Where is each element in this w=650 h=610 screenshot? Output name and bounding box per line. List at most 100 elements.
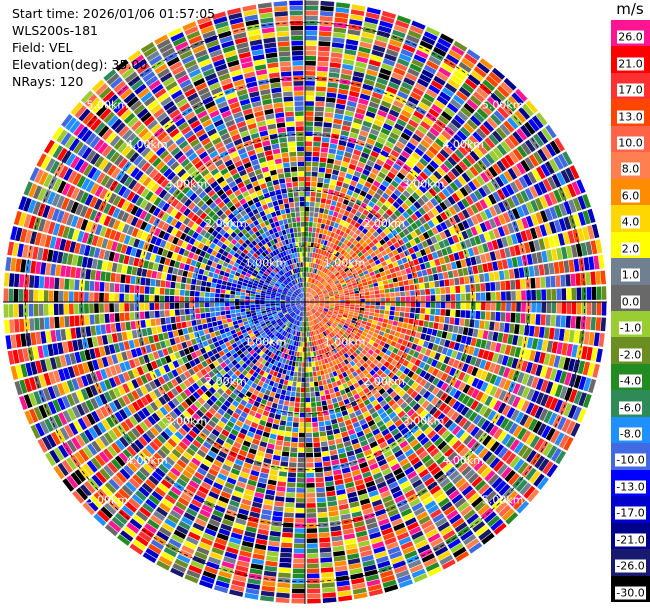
range-gate [302, 322, 304, 327]
range-gate [509, 439, 520, 452]
range-gate [565, 167, 575, 182]
range-gate [317, 310, 322, 314]
range-gate [309, 316, 312, 321]
range-gate [299, 316, 302, 321]
range-gate [354, 222, 361, 229]
range-gate [360, 343, 366, 349]
range-gate [386, 240, 393, 247]
range-gate [488, 362, 496, 373]
range-gate [550, 314, 556, 327]
range-gate [417, 242, 424, 250]
range-gate [391, 325, 397, 331]
range-gate [546, 340, 554, 353]
range-gate [435, 42, 449, 53]
range-gate [300, 387, 305, 393]
range-gate [319, 208, 325, 214]
range-gate [323, 310, 328, 313]
range-gate [453, 70, 466, 81]
range-gate [311, 176, 318, 182]
range-gate [551, 248, 558, 261]
range-gate [269, 469, 279, 476]
range-gate [57, 397, 66, 411]
range-gate [223, 365, 231, 373]
range-gate [199, 445, 210, 454]
range-gate [429, 260, 436, 268]
range-gate [305, 352, 308, 357]
range-gate [545, 381, 554, 394]
range-gate [229, 499, 240, 508]
range-gate [516, 290, 521, 301]
range-gate [504, 420, 514, 432]
range-gate [368, 59, 381, 67]
range-gate [305, 302, 309, 305]
range-gate [229, 339, 236, 345]
range-gate [319, 303, 325, 305]
range-gate [337, 266, 342, 272]
range-gate [320, 203, 326, 209]
range-gate [321, 272, 326, 278]
range-gate [112, 475, 124, 487]
range-gate [379, 257, 385, 263]
range-gate [211, 416, 220, 424]
range-gate [281, 330, 286, 336]
range-gate [514, 244, 521, 256]
range-gate [364, 181, 372, 189]
range-gate [256, 450, 265, 458]
range-gate [145, 444, 156, 455]
range-gate [59, 427, 70, 441]
range-gate [380, 100, 392, 109]
range-gate [316, 323, 320, 329]
range-gate [294, 309, 299, 313]
range-gate [312, 273, 316, 279]
range-gate [47, 401, 57, 415]
range-gate [356, 319, 362, 324]
range-gate [305, 298, 308, 302]
range-gate [350, 9, 365, 16]
range-gate [200, 385, 208, 393]
range-gate [333, 311, 338, 315]
range-gate [325, 269, 330, 275]
range-gate [260, 387, 267, 394]
range-gate [504, 247, 511, 258]
range-gate [592, 363, 600, 378]
range-gate [359, 130, 369, 138]
range-gate [215, 437, 225, 446]
range-gate [327, 153, 336, 159]
range-gate [279, 466, 288, 472]
range-gate [187, 376, 196, 385]
range-gate [258, 380, 264, 387]
range-gate [474, 444, 485, 456]
range-gate [216, 500, 228, 509]
range-gate [466, 206, 475, 217]
range-gate [301, 306, 304, 312]
range-gate [343, 312, 349, 316]
range-gate [392, 29, 406, 39]
range-gate [485, 454, 497, 466]
range-gate [531, 338, 539, 350]
ppi-radar-plot: 1.00km1.00km1.00km1.00km2.00km2.00km2.00… [3, 0, 607, 604]
range-gate [239, 380, 246, 388]
range-gate [305, 86, 315, 91]
range-gate [324, 204, 331, 210]
range-gate [384, 368, 391, 376]
range-gate [317, 177, 324, 183]
range-gate [198, 418, 207, 427]
range-gate [342, 382, 349, 389]
range-gate [356, 386, 363, 393]
range-gate [255, 487, 266, 494]
range-gate [386, 113, 398, 122]
range-gate [563, 216, 572, 230]
range-gate [307, 311, 310, 317]
range-gate [357, 260, 364, 266]
range-gate [332, 540, 344, 547]
range-gate [270, 352, 275, 359]
range-gate [483, 407, 492, 419]
range-gate [344, 538, 357, 545]
range-gate [345, 228, 351, 235]
range-gate [302, 357, 305, 362]
range-gate [298, 341, 301, 347]
range-gate [259, 369, 265, 376]
range-gate [396, 398, 405, 406]
range-gate [114, 455, 126, 467]
range-gate [273, 371, 278, 377]
